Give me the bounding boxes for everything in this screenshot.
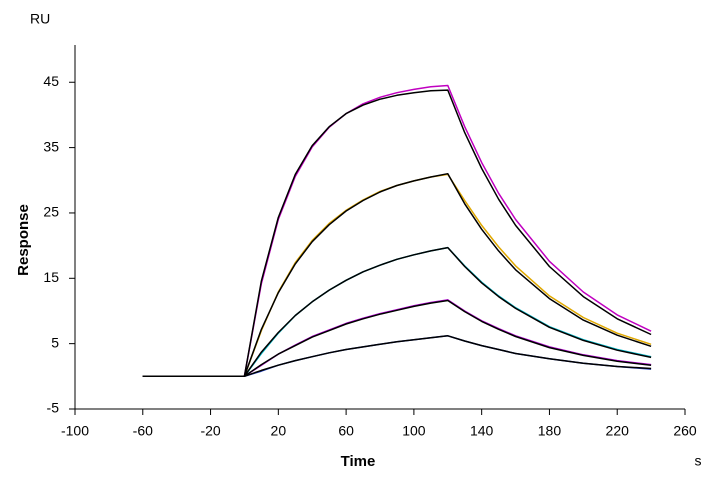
x-tick-label: -20 — [200, 423, 220, 439]
y-tick-label: 25 — [43, 204, 59, 220]
sensorgram-line — [142, 172, 652, 378]
y-tick-label: 5 — [51, 334, 59, 350]
sensorgram-line — [142, 246, 652, 378]
sensorgram-line — [142, 299, 652, 378]
y-tick-label: -5 — [47, 400, 60, 416]
sensorgram-line — [142, 335, 652, 378]
x-tick-label: -60 — [133, 423, 153, 439]
y-unit: RU — [30, 11, 50, 27]
x-tick-label: 100 — [402, 423, 426, 439]
x-tick-label: 220 — [606, 423, 630, 439]
sensorgram-line — [142, 89, 652, 378]
x-tick-label: -100 — [61, 423, 89, 439]
x-axis-title: Time — [341, 453, 376, 470]
x-tick-label: 60 — [338, 423, 354, 439]
x-tick-label: 20 — [271, 423, 287, 439]
sensorgram-line — [142, 84, 652, 378]
y-tick-label: 45 — [43, 73, 59, 89]
x-tick-label: 260 — [673, 423, 697, 439]
y-axis-title: Response — [15, 204, 32, 276]
sensorgram-line — [142, 173, 652, 378]
y-tick-label: 15 — [43, 269, 59, 285]
x-tick-label: 180 — [538, 423, 562, 439]
x-unit: s — [695, 453, 702, 469]
y-tick-label: 35 — [43, 138, 59, 154]
x-tick-label: 140 — [470, 423, 494, 439]
